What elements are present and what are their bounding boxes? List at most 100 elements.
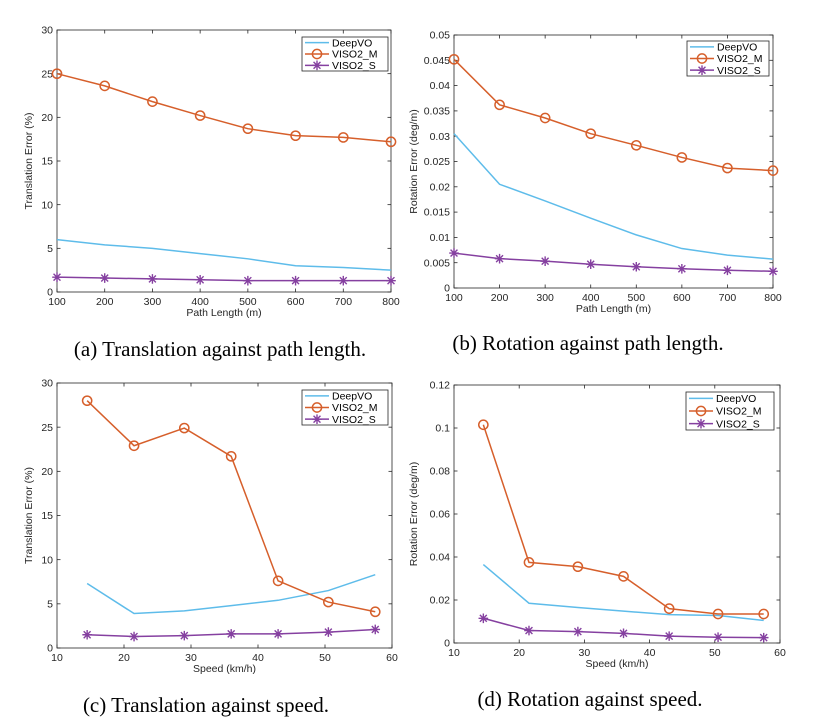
panel-c-series-viso2-s-point-stroke	[82, 629, 92, 640]
panel-c-series-viso2-s-point-stroke	[370, 624, 381, 635]
panel-b-series-viso2-s-point	[540, 256, 550, 266]
panel-b-series-viso2-s	[449, 248, 778, 277]
panel-a-xtick-label: 400	[191, 296, 209, 308]
panel-c-ytick-label: 10	[41, 554, 53, 566]
panel-b-series-viso2-m-point	[722, 162, 733, 174]
panel-c-series-viso2-s	[82, 624, 381, 642]
panel-d-series-viso2-s-point	[524, 625, 534, 636]
panel-a-ytick-label: 0	[47, 287, 53, 299]
panel-d-ytick-label: 0	[444, 638, 450, 650]
panel-b-ytick-label: 0.01	[430, 232, 451, 244]
panel-a-ytick-label: 25	[41, 68, 53, 80]
panel-b-series-viso2-s-point-stroke	[540, 256, 550, 266]
panel-c-xtick-label: 30	[185, 652, 197, 664]
panel-a-xlabel: Path Length (m)	[186, 307, 261, 319]
panel-b-series-viso2-m-point	[767, 165, 779, 176]
panel-a-ytick-label: 10	[41, 199, 53, 211]
panel-c-legend-entry-deepvo-label: DeepVO	[332, 391, 372, 403]
panel-c-series-viso2-s-point-stroke	[179, 630, 190, 641]
panel-b-xtick-label: 100	[445, 292, 463, 304]
panel-b-series-viso2-s-point	[585, 259, 596, 270]
panel-b-legend-entry-viso2-m-marker	[696, 53, 708, 64]
panel-d-ylabel: Rotation Error (deg/m)	[408, 462, 420, 566]
panel-d-series-viso2-s-point	[758, 632, 769, 643]
panel-a: 100 200 300 400 500 600 700 800 0 5 10 15 20 25 30 Path…	[23, 25, 400, 361]
panel-d-series-viso2-s-point	[618, 628, 629, 639]
panel-b-series-viso2-s-point-stroke	[768, 266, 778, 277]
panel-b-ytick-label: 0.03	[430, 131, 451, 143]
panel-b-ytick-label: 0.015	[424, 207, 450, 219]
panel-a-series-viso2-m-point	[147, 96, 158, 107]
panel-c-series-viso2-s-point	[129, 631, 139, 642]
panel-a-ytick-label: 30	[41, 25, 53, 37]
panel-b-ytick-label: 0.025	[424, 156, 450, 168]
panel-a-series-viso2-s-point-stroke	[338, 275, 349, 286]
panel-b-legend-entry-deepvo: DeepVO	[690, 42, 757, 54]
panel-c-series-viso2-s-point-stroke	[129, 631, 139, 642]
panel-b-series-viso2-s-point	[494, 253, 505, 264]
panel-d-legend-entry-deepvo: DeepVO	[689, 393, 756, 405]
panel-a-legend-entry-viso2-m: VISO2_M	[305, 48, 378, 61]
panel-d-series-deepvo	[482, 563, 764, 622]
panel-b-series-viso2-s-point-stroke	[585, 259, 596, 270]
panel-d-caption: (d) Rotation against speed.	[477, 687, 702, 711]
panel-b-ytick-label: 0	[444, 283, 450, 295]
panel-a-xtick-label: 300	[144, 296, 162, 308]
panel-a-series-viso2-m-point	[99, 80, 111, 92]
panel-a-series-viso2-s-point-stroke	[147, 274, 158, 284]
panel-d-xtick-label: 40	[644, 647, 656, 659]
panel-d-series-viso2-s-point-stroke	[664, 631, 674, 641]
panel-c-legend-entry-viso2-m-marker	[311, 402, 323, 413]
panel-c-xtick-label: 60	[386, 652, 398, 664]
panel-b-series-viso2-s-point-stroke	[631, 261, 642, 272]
panel-d-legend-entry-viso2-s: VISO2_S	[689, 418, 760, 430]
panel-a-legend-entry-deepvo-label: DeepVO	[332, 37, 372, 49]
panel-c-series-viso2-m-point	[225, 450, 237, 462]
panel-b-xtick-label: 600	[673, 292, 691, 304]
panel-c-series-viso2-m-point	[323, 596, 334, 608]
panel-a-ylabel: Translation Error (%)	[23, 112, 35, 209]
panel-a-xtick-label: 200	[96, 296, 114, 308]
panel-b-series-viso2-m-point	[585, 128, 597, 140]
panel-a-series-viso2-s-line	[56, 276, 391, 282]
panel-a-series-deepvo-line	[56, 238, 392, 271]
panel-c-ytick-label: 0	[47, 643, 53, 655]
panel-c-ytick-label: 25	[41, 422, 53, 434]
panel-b-xtick-label: 200	[491, 292, 509, 304]
panel-c-series-viso2-s-point-stroke	[323, 627, 334, 637]
panel-d-xtick-label: 30	[579, 647, 591, 659]
panel-c-xtick-label: 50	[319, 652, 331, 664]
panel-b-ytick-label: 0.045	[424, 55, 450, 67]
panel-c-legend-entry-viso2-s-marker	[312, 414, 322, 424]
panel-b-series-viso2-s-point	[768, 266, 778, 277]
panel-a-series-viso2-s-point	[195, 274, 205, 285]
panel-c-series-viso2-s-point	[179, 630, 190, 641]
panel-a-legend-entry-viso2-m-marker	[311, 48, 323, 60]
panel-b-series-viso2-s-point	[449, 248, 459, 258]
panel-c-xtick-label: 10	[51, 652, 63, 664]
panel-b-xtick-label: 400	[582, 292, 600, 304]
panel-d-series-viso2-s-point	[713, 632, 723, 642]
panel-b-series-viso2-s-line	[453, 252, 774, 273]
panel-a-xtick-label: 600	[287, 296, 305, 308]
panel-a-series-viso2-s-point	[338, 275, 349, 286]
panel-d-xtick-label: 60	[774, 647, 786, 659]
panel-d-legend-entry-viso2-s-marker-stroke	[696, 418, 706, 429]
panel-a-xtick-label: 800	[382, 296, 400, 308]
panel-c-legend-entry-viso2-s-marker-stroke	[312, 414, 322, 424]
panel-a-xtick-label: 500	[239, 296, 257, 308]
panel-c-series-deepvo-line	[86, 573, 376, 615]
panel-c-ytick-label: 20	[41, 466, 53, 478]
panel-b-xlabel: Path Length (m)	[576, 303, 651, 315]
panel-c-series-viso2-m-point	[128, 440, 140, 452]
panel-b-xtick-label: 800	[764, 292, 782, 304]
panel-d-series-viso2-s-point	[573, 626, 583, 637]
panel-d-legend-entry-viso2-m-label: VISO2_M	[716, 406, 762, 418]
panel-d-ytick-label: 0.08	[430, 466, 451, 478]
panel-c-series-deepvo	[86, 573, 376, 615]
panel-c-series-viso2-m-point	[369, 606, 381, 618]
panel-d-series-viso2-s-point-stroke	[758, 632, 769, 643]
panel-c-series-viso2-s-point	[82, 629, 92, 640]
